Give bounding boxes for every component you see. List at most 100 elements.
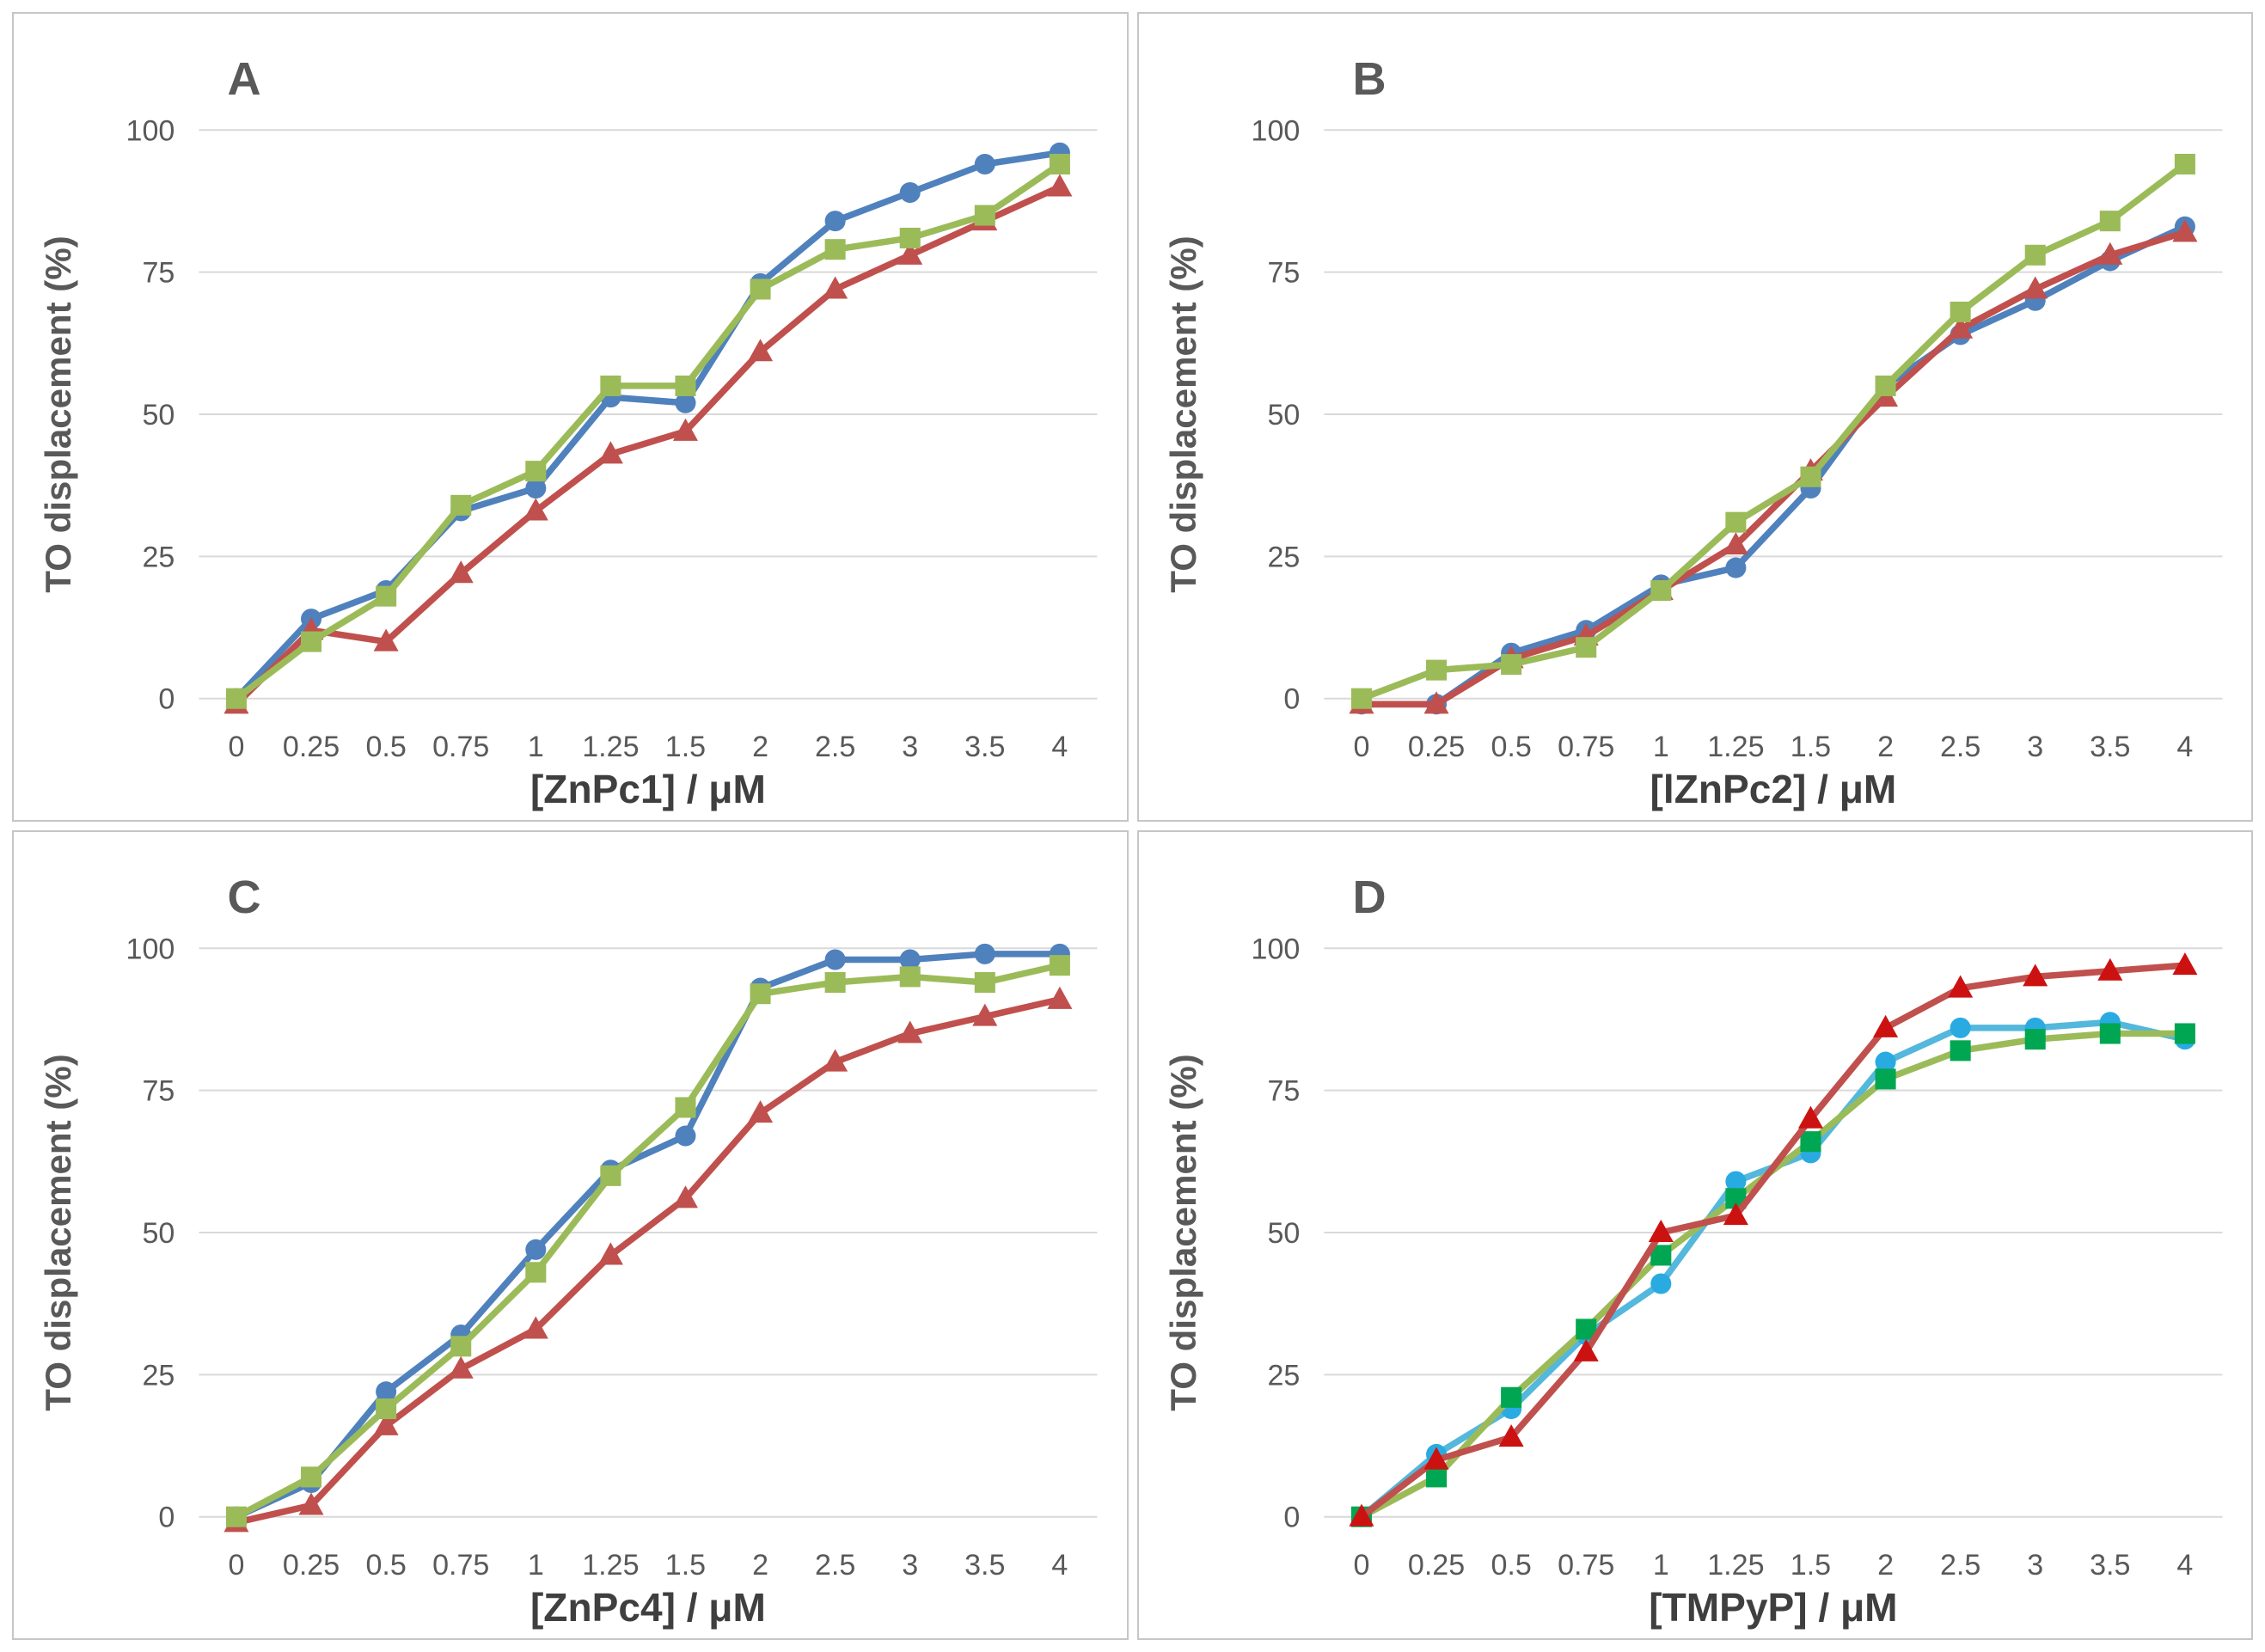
- marker-triangle: [1423, 691, 1449, 714]
- y-tick-label: 75: [142, 1075, 174, 1108]
- y-axis-title: TO displacement (%): [38, 236, 78, 592]
- x-tick-label: 1: [528, 1549, 544, 1582]
- marker-triangle: [1047, 986, 1073, 1009]
- x-tick-label: 1.5: [665, 1549, 706, 1582]
- panel-label: C: [227, 872, 260, 923]
- marker-square: [1500, 1386, 1521, 1408]
- marker-triangle: [1797, 1105, 1823, 1129]
- marker-triangle: [373, 1412, 399, 1435]
- x-tick-label: 0.25: [1407, 731, 1464, 763]
- marker-square: [974, 971, 995, 993]
- marker-square: [974, 205, 995, 226]
- y-tick-label: 25: [142, 541, 174, 573]
- panel-label: B: [1352, 53, 1386, 105]
- series-line-green-squares: [1357, 161, 2188, 702]
- marker-triangle: [1573, 1338, 1599, 1361]
- marker-square: [376, 585, 397, 607]
- chart-b: 0 25 50 75 100 0 0.25 0.5 0.75 1 1.25 1.5 2 2.5 3 3.5 4 B…: [1163, 53, 2222, 811]
- y-tick-label: 0: [1283, 683, 1300, 716]
- x-tick-label: 4: [1051, 1549, 1068, 1582]
- marker-triangle: [972, 1003, 998, 1026]
- marker-square: [1425, 1466, 1447, 1488]
- y-tick-label: 25: [1267, 1359, 1300, 1392]
- marker-square: [600, 375, 621, 396]
- x-tick-label: 0.75: [432, 1549, 489, 1582]
- y-tick-label: 50: [1267, 399, 1300, 431]
- marker-circle: [1950, 1017, 1971, 1038]
- marker-square: [2099, 1023, 2121, 1044]
- x-axis-title: [ZnPc4] / μM: [530, 1585, 766, 1630]
- marker-triangle: [1423, 1447, 1449, 1470]
- x-tick-label: 0.5: [1491, 1549, 1531, 1582]
- marker-triangle: [672, 1185, 698, 1208]
- marker-square: [2024, 1029, 2046, 1050]
- y-tick-label: 100: [126, 114, 175, 147]
- marker-square: [1049, 153, 1070, 174]
- marker-circle: [899, 182, 921, 204]
- marker-circle: [525, 477, 547, 499]
- marker-square: [1500, 653, 1521, 676]
- marker-square: [600, 1165, 621, 1186]
- marker-square: [1950, 301, 1971, 322]
- x-tick-label: 0: [1353, 731, 1369, 763]
- marker-square: [376, 1398, 397, 1420]
- marker-square: [1049, 955, 1070, 976]
- marker-square: [824, 239, 846, 260]
- y-tick-label: 25: [1267, 541, 1300, 573]
- x-tick-label: 2.5: [815, 731, 855, 763]
- marker-square: [450, 494, 472, 516]
- marker-square: [1350, 688, 1372, 709]
- x-tick-label: 2.5: [1939, 731, 1980, 763]
- x-tick-label: 3.5: [964, 731, 1005, 763]
- chart-d: 0 25 50 75 100 0 0.25 0.5 0.75 1 1.25 1.5 2 2.5 3 3.5 4 D…: [1163, 872, 2222, 1630]
- y-axis-title: TO displacement (%): [1163, 236, 1203, 592]
- marker-triangle: [2022, 964, 2048, 987]
- marker-triangle: [1723, 1202, 1748, 1226]
- x-tick-label: 0.75: [432, 731, 489, 763]
- x-tick-label: 0.5: [365, 1549, 406, 1582]
- x-tick-label: 1.25: [582, 1549, 639, 1582]
- panel-b: 0 25 50 75 100 0 0.25 0.5 0.75 1 1.25 1.5 2 2.5 3 3.5 4 B…: [1136, 12, 2253, 822]
- marker-square: [675, 375, 696, 396]
- marker-square: [899, 227, 921, 248]
- x-tick-label: 4: [2176, 731, 2193, 763]
- marker-circle: [376, 1381, 397, 1403]
- marker-circle: [675, 392, 696, 413]
- marker-circle: [824, 211, 846, 232]
- marker-triangle: [897, 1020, 923, 1043]
- marker-circle: [675, 1125, 696, 1147]
- y-tick-label: 100: [1251, 114, 1300, 147]
- series-line-red-triangles: [1357, 229, 2188, 708]
- x-tick-label: 1.5: [1790, 731, 1830, 763]
- x-tick-label: 3.5: [2090, 1549, 2130, 1582]
- x-tick-label: 2.5: [1939, 1549, 1980, 1582]
- marker-square: [301, 631, 322, 652]
- y-tick-label: 75: [142, 257, 174, 290]
- series-line-red-triangles: [233, 996, 1063, 1527]
- x-tick-label: 1.25: [582, 731, 639, 763]
- x-tick-label: 1.5: [665, 731, 706, 763]
- y-tick-label: 50: [142, 399, 174, 431]
- series-line-green-squares: [233, 161, 1063, 702]
- series-line-blue-circles: [1357, 223, 2188, 708]
- x-tick-label: 2: [752, 731, 768, 763]
- marker-square: [525, 461, 547, 482]
- marker-triangle: [823, 276, 848, 299]
- panel-d: 0 25 50 75 100 0 0.25 0.5 0.75 1 1.25 1.5 2 2.5 3 3.5 4 D…: [1136, 830, 2253, 1640]
- panel-label: A: [227, 53, 260, 105]
- marker-triangle: [1047, 174, 1073, 197]
- y-tick-label: 0: [158, 683, 174, 716]
- marker-triangle: [823, 1049, 848, 1072]
- chart-c: 0 25 50 75 100 0 0.25 0.5 0.75 1 1.25 1.5 2 2.5 3 3.5 4 C…: [38, 872, 1098, 1630]
- marker-triangle: [523, 498, 548, 521]
- x-tick-label: 2: [1877, 1549, 1894, 1582]
- marker-square: [1875, 1068, 1896, 1090]
- marker-triangle: [298, 1492, 324, 1515]
- y-tick-label: 75: [1267, 257, 1300, 290]
- x-tick-label: 2: [752, 1549, 768, 1582]
- x-tick-label: 1: [528, 731, 544, 763]
- marker-triangle: [897, 242, 923, 265]
- x-axis-title: [lZnPc2] / μM: [1650, 767, 1896, 811]
